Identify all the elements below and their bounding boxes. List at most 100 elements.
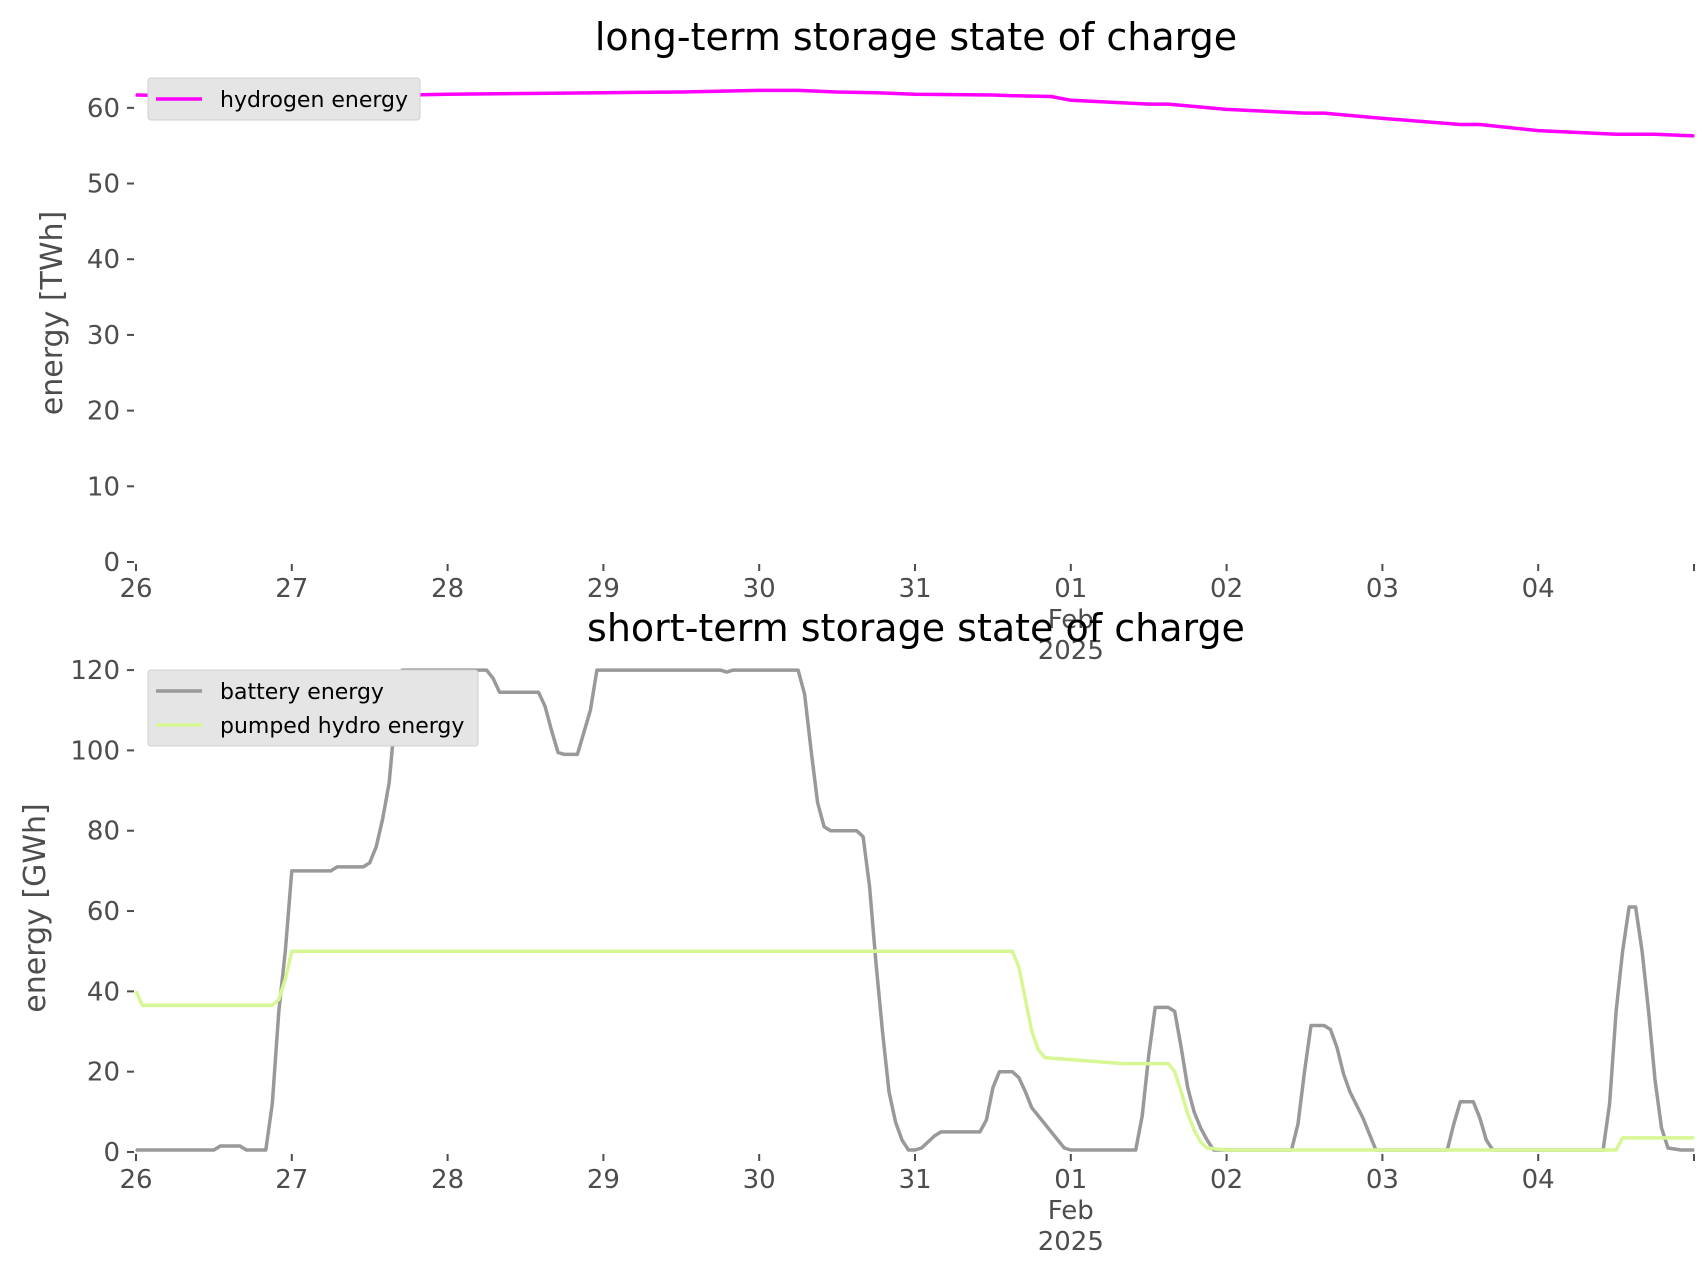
data-point bbox=[1018, 966, 1020, 969]
data-point bbox=[1453, 1123, 1455, 1125]
x-tick-label: 01 bbox=[1054, 1165, 1087, 1195]
data-point bbox=[823, 825, 825, 828]
data-point bbox=[1193, 1129, 1195, 1131]
data-point bbox=[1634, 906, 1637, 908]
x-tick-label: 28 bbox=[431, 1165, 464, 1195]
data-point bbox=[1303, 112, 1306, 114]
data-point bbox=[1615, 1010, 1617, 1013]
data-point bbox=[758, 89, 760, 92]
data-point bbox=[1186, 1113, 1189, 1115]
data-point bbox=[875, 962, 877, 964]
data-point bbox=[1680, 1149, 1682, 1151]
data-point bbox=[732, 669, 734, 671]
data-point bbox=[1693, 1149, 1695, 1151]
x-tick-label: 28 bbox=[431, 574, 464, 604]
data-point bbox=[375, 846, 378, 848]
data-point bbox=[368, 862, 371, 864]
y-tick-label: 40 bbox=[87, 245, 120, 275]
data-point bbox=[1063, 1147, 1066, 1149]
data-point bbox=[1479, 123, 1481, 126]
data-point bbox=[719, 669, 722, 671]
x-tick-label: 29 bbox=[587, 1165, 620, 1195]
x-tick-label: 03 bbox=[1366, 1165, 1399, 1195]
data-point bbox=[602, 91, 605, 94]
long-term-panel: long-term storage state of charge energy… bbox=[35, 15, 1695, 666]
data-point bbox=[1070, 99, 1072, 102]
data-point bbox=[1018, 1076, 1020, 1079]
data-point bbox=[914, 1149, 916, 1151]
x-tick-label: 04 bbox=[1522, 1165, 1555, 1195]
data-point bbox=[1024, 1091, 1027, 1093]
data-point bbox=[998, 1070, 1001, 1073]
data-point bbox=[1323, 112, 1325, 114]
data-point bbox=[291, 950, 293, 952]
y-tick-label: 0 bbox=[103, 1138, 120, 1168]
data-point bbox=[985, 1119, 988, 1121]
legend: hydrogen energy bbox=[147, 77, 421, 121]
y-tick-label: 100 bbox=[70, 736, 120, 766]
y-tick-label: 10 bbox=[87, 472, 120, 502]
data-point bbox=[1303, 1070, 1306, 1073]
data-point bbox=[245, 1149, 248, 1151]
data-point bbox=[992, 94, 994, 96]
data-point bbox=[492, 677, 494, 679]
data-point bbox=[725, 671, 728, 673]
data-point bbox=[829, 829, 832, 832]
data-point bbox=[920, 1147, 923, 1149]
legend-label: battery energy bbox=[220, 680, 384, 705]
data-point bbox=[135, 94, 137, 96]
x-tick-label: 30 bbox=[743, 574, 776, 604]
data-point bbox=[1141, 1115, 1143, 1117]
data-point bbox=[1621, 950, 1624, 952]
data-point bbox=[388, 781, 391, 784]
data-point bbox=[1167, 103, 1169, 105]
x-tick-label: 26 bbox=[119, 1165, 152, 1195]
y-tick-label: 40 bbox=[87, 977, 120, 1007]
data-point bbox=[1615, 1149, 1617, 1151]
x-tick-label: 31 bbox=[898, 1165, 931, 1195]
data-point bbox=[1180, 1091, 1182, 1093]
y-tick-label: 30 bbox=[87, 321, 120, 351]
data-point bbox=[1225, 108, 1228, 111]
data-point bbox=[1329, 1028, 1332, 1031]
data-point bbox=[1459, 123, 1462, 126]
data-point bbox=[219, 1145, 222, 1147]
x-tick-sublabel: Feb bbox=[1048, 605, 1094, 635]
data-point bbox=[1024, 998, 1027, 1001]
data-point bbox=[1037, 1048, 1040, 1051]
data-point bbox=[927, 1141, 929, 1143]
data-point bbox=[992, 1086, 994, 1089]
data-point bbox=[1381, 117, 1384, 120]
data-point bbox=[544, 705, 546, 707]
data-point bbox=[797, 89, 799, 92]
legend: battery energy pumped hydro energy bbox=[147, 669, 479, 747]
data-point bbox=[498, 691, 501, 693]
data-point bbox=[1031, 1030, 1033, 1033]
data-point bbox=[1193, 1111, 1195, 1113]
x-tick-label: 27 bbox=[275, 1165, 308, 1195]
y-tick-label: 50 bbox=[87, 170, 120, 200]
data-point bbox=[1186, 1086, 1189, 1089]
y-tick-label: 20 bbox=[87, 1058, 120, 1088]
data-point bbox=[381, 817, 384, 820]
legend-label: hydrogen energy bbox=[220, 88, 408, 113]
data-point bbox=[330, 870, 332, 872]
data-point bbox=[914, 93, 916, 95]
data-point bbox=[875, 91, 877, 94]
data-point bbox=[576, 753, 579, 756]
data-point bbox=[1459, 1101, 1462, 1103]
data-point bbox=[797, 669, 799, 671]
data-point bbox=[278, 998, 280, 1001]
x-tick-label: 26 bbox=[119, 574, 152, 604]
legend-box bbox=[147, 77, 421, 121]
x-tick-label: 03 bbox=[1366, 574, 1399, 604]
data-point bbox=[1654, 133, 1656, 136]
short-term-panel: short-term storage state of charge energ… bbox=[18, 606, 1695, 1257]
legend-box bbox=[147, 669, 479, 747]
data-point bbox=[563, 753, 566, 756]
data-point bbox=[680, 91, 683, 93]
data-point bbox=[265, 1149, 267, 1151]
data-point bbox=[1154, 1006, 1156, 1009]
